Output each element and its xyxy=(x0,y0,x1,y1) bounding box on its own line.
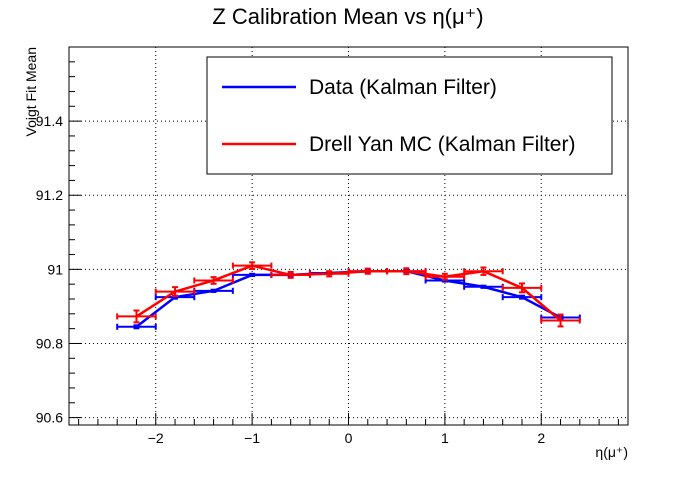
series-1 xyxy=(116,261,581,328)
y-tick-label: 91.2 xyxy=(36,187,63,203)
x-tick-label: −1 xyxy=(244,430,260,446)
data-point xyxy=(540,313,581,328)
series-layer xyxy=(116,261,581,330)
data-point xyxy=(116,323,157,330)
data-point xyxy=(154,286,196,298)
data-point xyxy=(308,270,350,278)
legend-box xyxy=(206,56,613,175)
y-tick-label: 90.6 xyxy=(36,410,63,426)
y-tick-label: 91.4 xyxy=(36,113,63,129)
data-point xyxy=(501,282,543,294)
data-point xyxy=(463,266,504,276)
data-point xyxy=(193,276,234,285)
data-point xyxy=(116,309,157,324)
y-tick-label: 91 xyxy=(47,261,63,277)
legend-label-mc: Drell Yan MC (Kalman Filter) xyxy=(309,133,575,156)
x-axis-label: η(μ⁺) xyxy=(595,444,628,460)
data-point xyxy=(386,267,427,276)
chart-title: Z Calibration Mean vs η(μ⁺) xyxy=(212,4,483,29)
x-tick-label: −2 xyxy=(148,430,164,446)
x-tick-label: 2 xyxy=(537,430,545,446)
legend-label-data: Data (Kalman Filter) xyxy=(309,76,497,99)
y-axis-label: Voigt Fit Mean xyxy=(23,47,39,137)
data-point xyxy=(424,272,466,281)
data-point xyxy=(231,261,273,270)
data-point xyxy=(231,271,273,278)
axes: −2 −1 0 1 2 90.6 90.8 91 91.2 91.4 xyxy=(36,46,629,446)
x-tick-label: 0 xyxy=(345,430,353,446)
y-tick-label: 90.8 xyxy=(36,335,63,351)
legend: Data (Kalman Filter) Drell Yan MC (Kalma… xyxy=(206,56,613,175)
x-tick-label: 1 xyxy=(441,430,449,446)
